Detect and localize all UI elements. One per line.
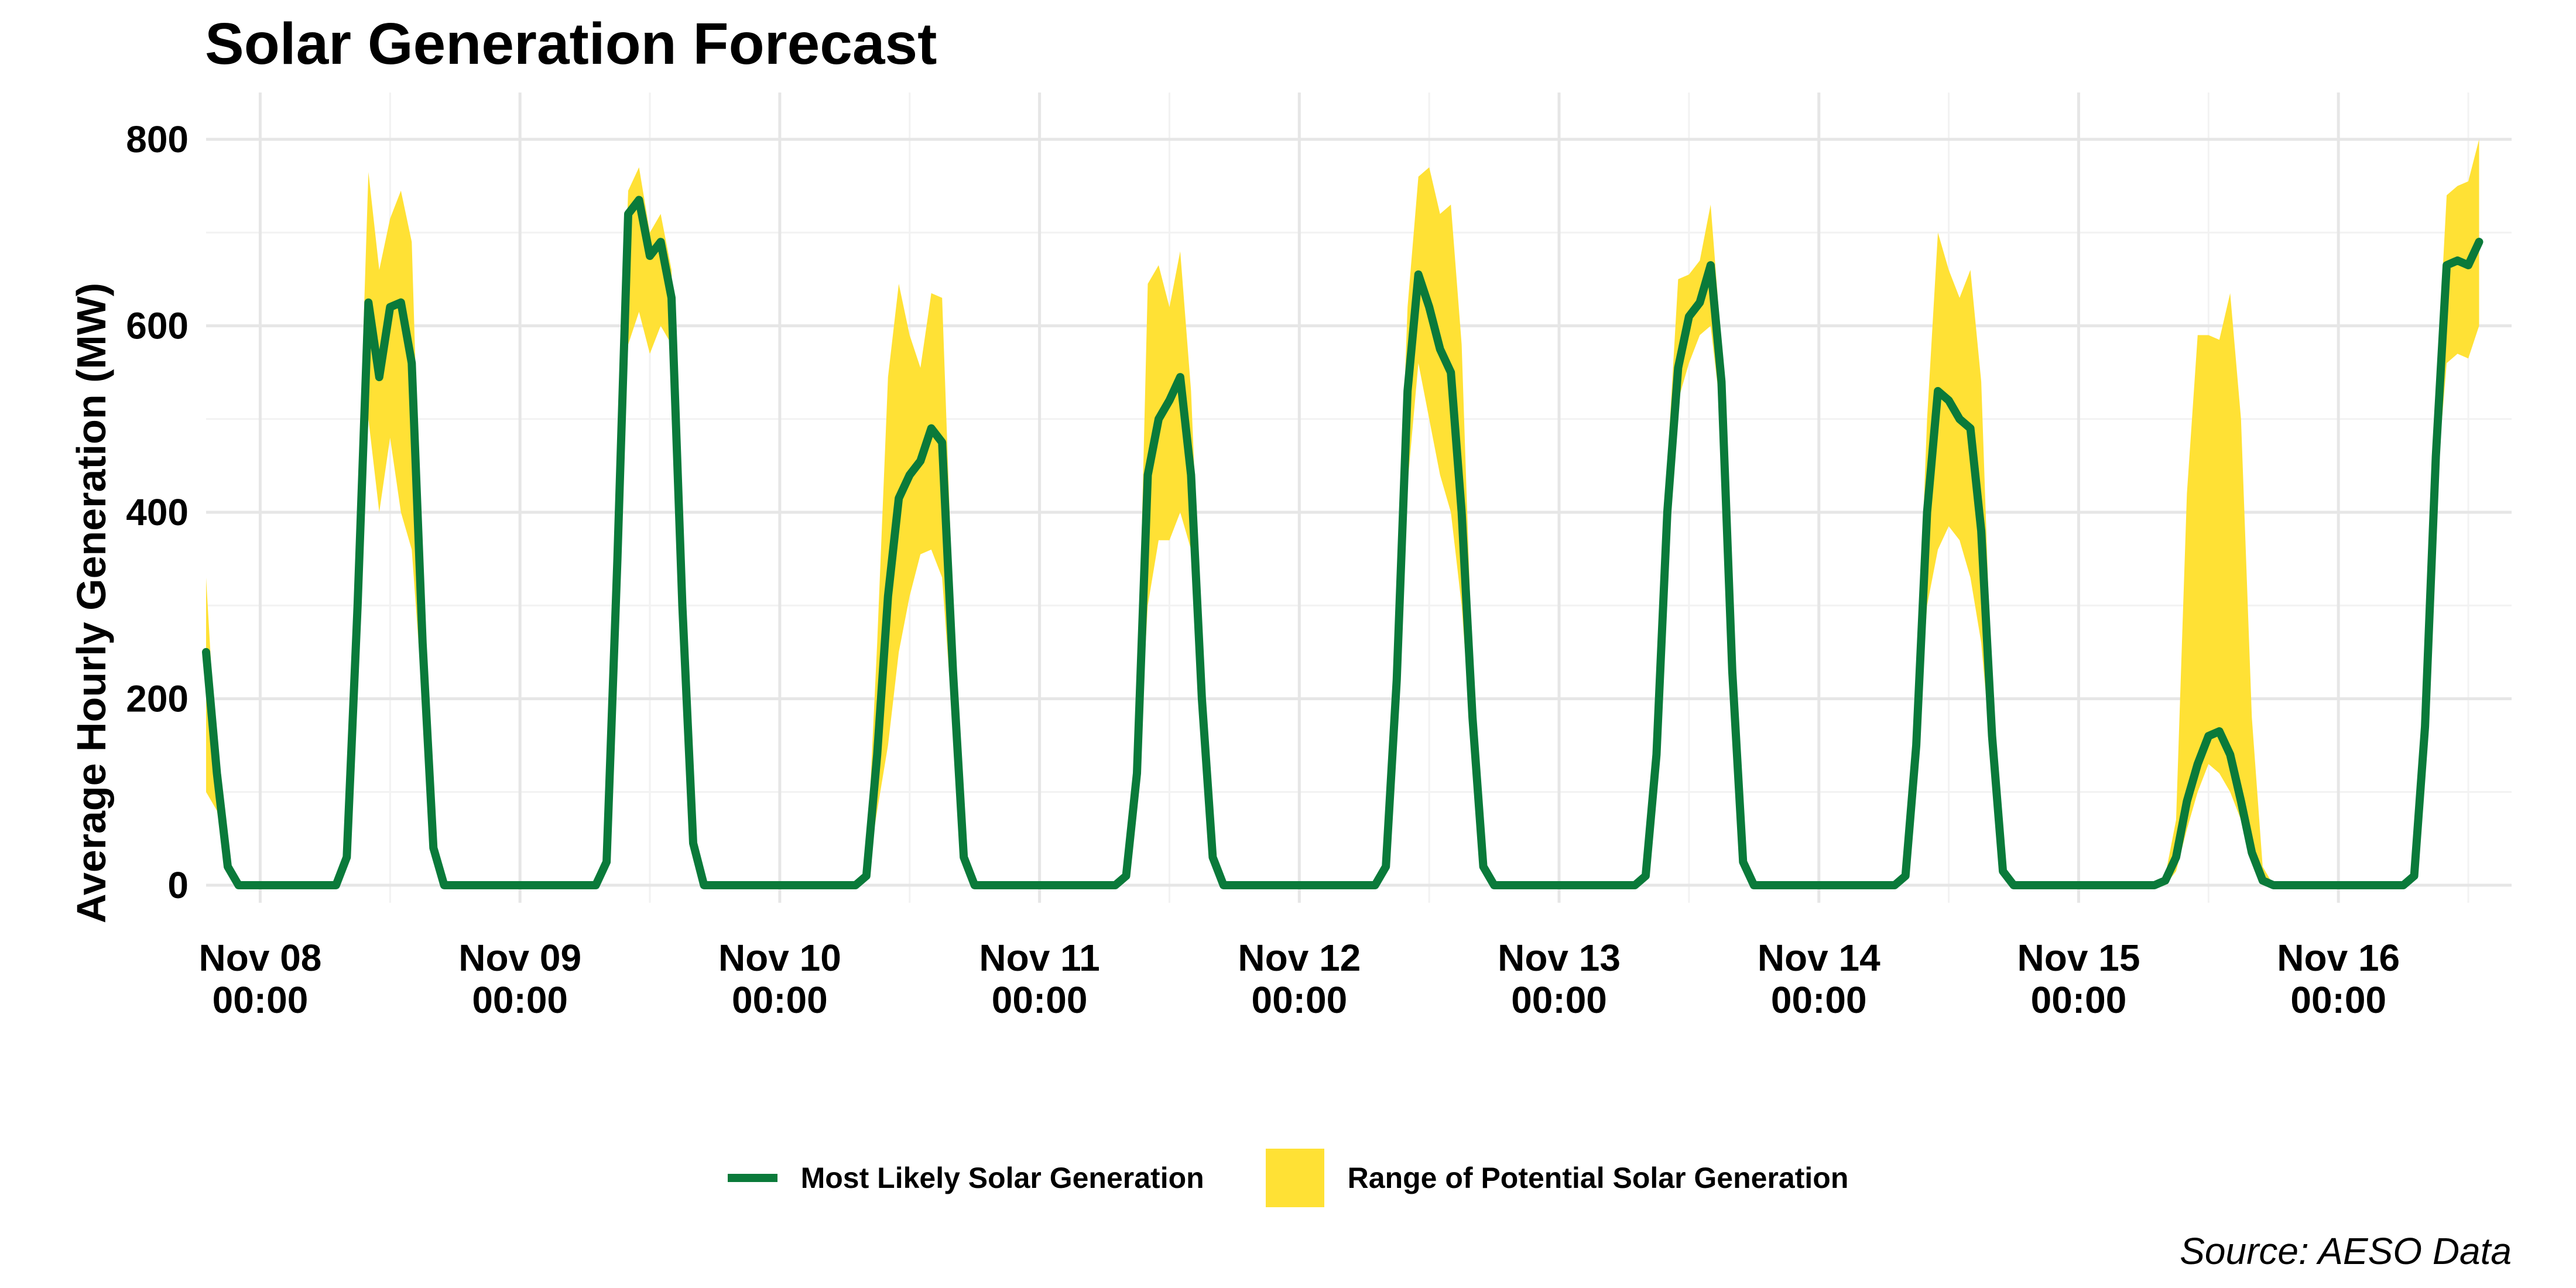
- legend-label-line: Most Likely Solar Generation: [800, 1162, 1204, 1194]
- x-tick-label-date: Nov 10: [718, 937, 841, 979]
- x-tick-label-time: 00:00: [2290, 979, 2386, 1021]
- y-tick-label: 0: [167, 864, 189, 906]
- range-band-layer: [206, 139, 2479, 885]
- most-likely-line-layer: [202, 196, 2483, 889]
- x-tick-label-date: Nov 16: [2277, 937, 2400, 979]
- x-tick-label-time: 00:00: [472, 979, 568, 1021]
- legend-label-band: Range of Potential Solar Generation: [1347, 1162, 1849, 1194]
- chart-title: Solar Generation Forecast: [205, 11, 937, 77]
- grid-lines: [206, 93, 2512, 903]
- x-tick-label-time: 00:00: [1511, 979, 1607, 1021]
- legend: Most Likely Solar Generation Range of Po…: [0, 1149, 2576, 1207]
- legend-item-band: Range of Potential Solar Generation: [1265, 1149, 1849, 1207]
- x-tick-label-date: Nov 14: [1758, 937, 1880, 979]
- x-tick-label-date: Nov 12: [1238, 937, 1361, 979]
- x-tick-label-time: 00:00: [992, 979, 1088, 1021]
- x-tick-label-date: Nov 13: [1498, 937, 1621, 979]
- x-tick-label-date: Nov 11: [979, 937, 1099, 979]
- most-likely-line: [202, 196, 2483, 889]
- x-tick-label-date: Nov 09: [458, 937, 581, 979]
- x-tick-label-time: 00:00: [732, 979, 828, 1021]
- y-tick-label: 200: [126, 678, 189, 720]
- legend-line-swatch: [727, 1174, 777, 1182]
- y-axis-label: Average Hourly Generation (MW): [68, 283, 114, 923]
- y-tick-label: 400: [126, 491, 189, 533]
- source-note: Source: AESO Data: [2180, 1230, 2512, 1272]
- y-tick-labels: 0 200 400 600 800: [126, 118, 189, 906]
- legend-item-line: Most Likely Solar Generation: [727, 1161, 1204, 1195]
- x-tick-label-time: 00:00: [1251, 979, 1347, 1021]
- x-tick-label-time: 00:00: [1771, 979, 1867, 1021]
- x-tick-label-time: 00:00: [2031, 979, 2127, 1021]
- x-tick-label-date: Nov 08: [199, 937, 322, 979]
- y-tick-label: 800: [126, 118, 189, 160]
- x-tick-label-time: 00:00: [213, 979, 309, 1021]
- range-band-area: [206, 139, 2479, 885]
- legend-band-swatch: [1265, 1149, 1324, 1207]
- y-tick-label: 600: [126, 305, 189, 347]
- x-tick-label-date: Nov 15: [2017, 937, 2140, 979]
